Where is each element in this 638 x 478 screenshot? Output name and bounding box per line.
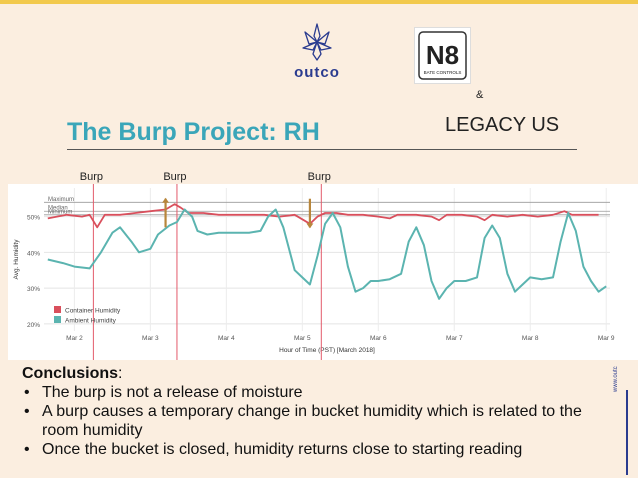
conclusion-text: A burp causes a temporary change in buck… — [42, 403, 582, 439]
x-tick-label: Mar 3 — [142, 335, 159, 342]
x-tick-label: Mar 2 — [66, 335, 83, 342]
outco-star-icon — [302, 23, 332, 61]
conclusion-item: • The burp is not a release of moisture — [22, 383, 612, 402]
conclusions-heading: Conclusions — [22, 365, 119, 382]
y-tick-label: 50% — [27, 215, 40, 222]
n8-badge-icon: N8 BATE CONTROLS — [418, 31, 467, 80]
x-tick-label: Mar 6 — [370, 335, 387, 342]
side-accent-bar — [626, 390, 628, 475]
n8-badge-mark: N8 — [426, 40, 459, 70]
x-axis-label: Hour of Time (PST) [March 2018] — [279, 347, 375, 354]
burp-label: Burp — [80, 171, 103, 183]
burp-label: Burp — [163, 171, 186, 183]
outco-logo: outco — [287, 20, 347, 82]
y-tick-label: 40% — [27, 250, 40, 257]
bullet-icon: • — [24, 441, 30, 458]
legend-swatch — [54, 306, 61, 313]
reference-label: Maximum — [48, 197, 74, 203]
humidity-chart-svg: 20% 30% 40% 50% Mar 2 Mar 3 Mar 4 Mar 5 Mar 6 Mar… — [8, 171, 638, 360]
x-tick-label: Mar 8 — [522, 335, 539, 342]
chart-background — [8, 184, 638, 360]
n8-logo: N8 BATE CONTROLS — [414, 27, 471, 84]
y-tick-label: 30% — [27, 286, 40, 293]
ampersand: & — [476, 89, 484, 101]
bullet-icon: • — [24, 384, 30, 401]
n8-badge-subtext: BATE CONTROLS — [424, 70, 462, 75]
x-tick-label: Mar 7 — [446, 335, 463, 342]
bullet-icon: • — [24, 403, 30, 420]
reference-label: Median — [48, 206, 68, 212]
x-tick-label: Mar 4 — [218, 335, 235, 342]
y-tick-label: 20% — [27, 322, 40, 329]
legend-entry: Container Humidity — [65, 308, 121, 315]
burp-label: Burp — [308, 171, 331, 183]
x-tick-label: Mar 9 — [598, 335, 615, 342]
arrow-down-icon — [306, 223, 314, 229]
conclusions-list: • The burp is not a release of moisture •… — [22, 383, 612, 459]
conclusion-text: Once the bucket is closed, humidity retu… — [42, 441, 523, 458]
title-underline — [67, 149, 577, 150]
outco-wordmark: outco — [294, 64, 340, 81]
series-line — [47, 208, 607, 300]
conclusions-heading-line: Conclusions: — [22, 364, 612, 383]
legend-entry: Ambient Humidity — [65, 318, 117, 325]
conclusion-item: • A burp causes a temporary change in buc… — [22, 402, 612, 440]
arrow-up-icon — [162, 197, 170, 203]
conclusion-item: • Once the bucket is closed, humidity ret… — [22, 440, 612, 459]
humidity-chart: 20% 30% 40% 50% Mar 2 Mar 3 Mar 4 Mar 5 Mar 6 Mar… — [8, 168, 638, 360]
conclusions-block: Conclusions: • The burp is not a release … — [22, 364, 612, 459]
series-line — [47, 203, 599, 229]
slide-title: The Burp Project: RH — [67, 118, 320, 146]
partner-name: LEGACY US — [445, 114, 560, 136]
top-accent-bar — [0, 0, 638, 4]
conclusions-heading-colon: : — [118, 365, 123, 382]
y-axis-label: Avg. Humidity — [13, 239, 20, 280]
x-tick-label: Mar 5 — [294, 335, 311, 342]
conclusion-text: The burp is not a release of moisture — [42, 384, 303, 401]
reference-label: Minimum — [48, 209, 72, 215]
legend-swatch — [54, 316, 61, 323]
side-url: www.outc — [613, 366, 619, 392]
